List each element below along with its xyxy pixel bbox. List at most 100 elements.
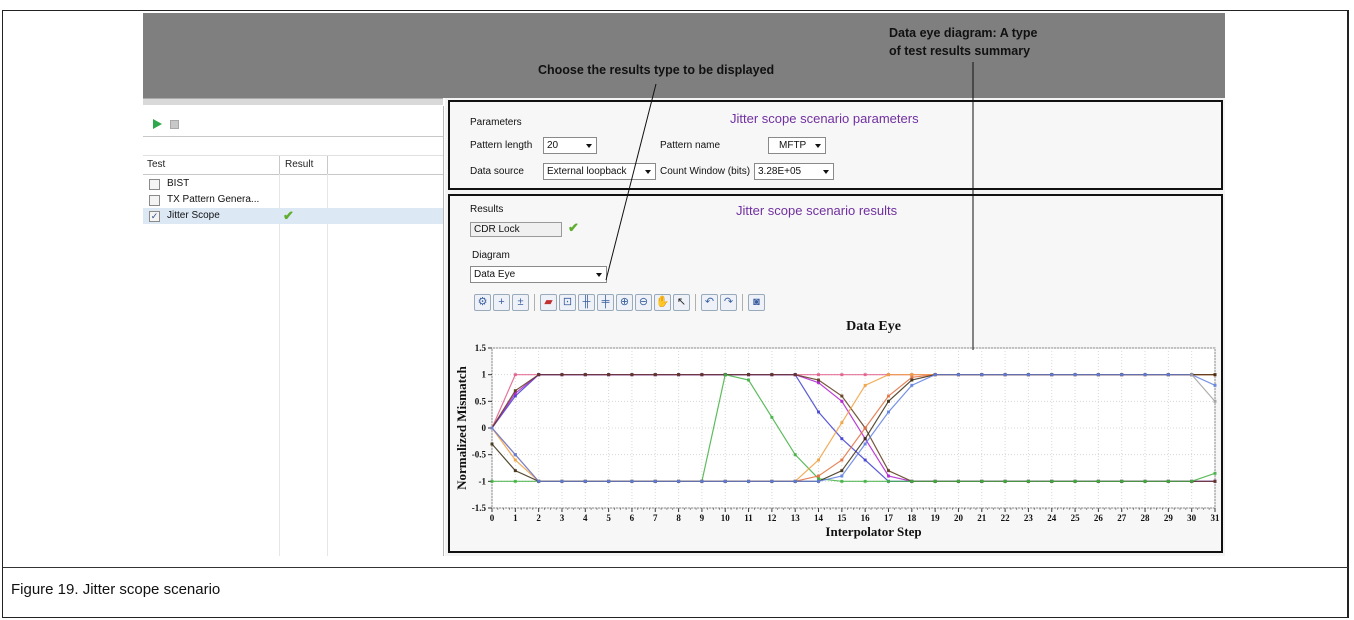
- x-tick-label: 14: [814, 513, 824, 523]
- pointer-icon[interactable]: ↖: [673, 294, 690, 311]
- series-point-5: [1120, 479, 1124, 483]
- zoom-box-icon[interactable]: ⊡: [559, 294, 576, 311]
- series-point-9: [607, 479, 611, 483]
- x-tick-label: 2: [536, 513, 541, 523]
- vertical-marker-icon[interactable]: ╪: [597, 294, 614, 311]
- x-tick-label: 12: [767, 513, 777, 523]
- redo-icon[interactable]: ↷: [720, 294, 737, 311]
- series-point-7: [840, 458, 844, 462]
- x-tick-label: 7: [653, 513, 658, 523]
- series-point-1: [863, 373, 867, 377]
- series-point-3: [513, 391, 517, 395]
- tree-row-jitter-scope[interactable]: ✓ Jitter Scope ✔: [143, 208, 443, 224]
- zoom-in-icon[interactable]: ⊕: [616, 294, 633, 311]
- data-source-select[interactable]: External loopback: [543, 163, 656, 180]
- x-tick-label: 17: [884, 513, 894, 523]
- y-tick-label: 1.5: [475, 343, 487, 353]
- series-point-2: [513, 394, 517, 398]
- x-tick-label: 23: [1024, 513, 1034, 523]
- checkbox-checked[interactable]: ✓: [149, 211, 160, 222]
- undo-icon[interactable]: ↶: [701, 294, 718, 311]
- checkbox[interactable]: [149, 195, 160, 206]
- pass-check-icon: ✔: [283, 208, 294, 223]
- parameters-label: Parameters: [470, 117, 522, 128]
- play-icon[interactable]: [153, 119, 162, 129]
- series-point-9: [933, 373, 937, 377]
- y-tick-label: 1: [482, 370, 487, 380]
- series-point-5: [1190, 479, 1194, 483]
- pattern-name-select[interactable]: MFTP: [768, 137, 826, 154]
- series-point-4: [537, 373, 541, 377]
- series-point-3: [840, 399, 844, 403]
- x-tick-label: 31: [1211, 513, 1221, 523]
- x-tick-label: 30: [1187, 513, 1197, 523]
- pan-hand-icon[interactable]: ✋: [654, 294, 671, 311]
- add-marker-icon[interactable]: +: [493, 294, 510, 311]
- series-point-5: [980, 479, 984, 483]
- series-point-9: [1166, 373, 1170, 377]
- series-point-5: [770, 415, 774, 419]
- series-point-5: [1213, 471, 1217, 475]
- series-point-9: [537, 479, 541, 483]
- series-point-9: [1003, 373, 1007, 377]
- x-tick-label: 24: [1047, 513, 1057, 523]
- series-point-5: [933, 479, 937, 483]
- series-point-4: [793, 373, 797, 377]
- x-tick-label: 5: [606, 513, 611, 523]
- series-point-9: [910, 383, 914, 387]
- chart-title: Data Eye: [846, 319, 901, 334]
- series-point-4: [630, 373, 634, 377]
- edit-range-icon[interactable]: ▰: [540, 294, 557, 311]
- series-point-8: [1213, 373, 1217, 377]
- series-point-9: [630, 479, 634, 483]
- series-point-9: [1073, 373, 1077, 377]
- checkbox[interactable]: [149, 179, 160, 190]
- tree-row-bist[interactable]: BIST: [143, 176, 443, 192]
- remove-marker-icon[interactable]: ±: [512, 294, 529, 311]
- series-point-8: [490, 442, 494, 446]
- x-tick-label: 20: [954, 513, 964, 523]
- cdr-lock-field: CDR Lock: [470, 222, 562, 237]
- camera-icon[interactable]: ◙: [748, 294, 765, 311]
- zoom-out-icon[interactable]: ⊖: [635, 294, 652, 311]
- series-point-2: [817, 410, 821, 414]
- series-point-4: [607, 373, 611, 377]
- diagram-select[interactable]: Data Eye: [470, 266, 607, 283]
- chevron-down-icon: [815, 144, 821, 148]
- x-tick-label: 0: [490, 513, 495, 523]
- x-tick-label: 6: [630, 513, 635, 523]
- y-tick-label: 0.5: [475, 396, 487, 406]
- column-header-result[interactable]: Result: [285, 159, 314, 170]
- series-point-5: [863, 479, 867, 483]
- tree-row-tx-pattern[interactable]: TX Pattern Genera...: [143, 192, 443, 208]
- y-tick-label: -1.5: [472, 503, 487, 513]
- settings-icon[interactable]: ⚙: [474, 294, 491, 311]
- series-point-1: [513, 373, 517, 377]
- count-window-select[interactable]: 3.28E+05: [754, 163, 834, 180]
- results-title: Jitter scope scenario results: [736, 203, 898, 218]
- chart-toolbar: ⚙ + ± ▰ ⊡ ╫ ╪ ⊕ ⊖ ✋ ↖ ↶ ↷ ◙: [474, 294, 834, 312]
- series-point-4: [513, 389, 517, 393]
- series-point-1: [817, 373, 821, 377]
- series-point-9: [677, 479, 681, 483]
- stop-icon[interactable]: [170, 120, 179, 129]
- y-tick-label: -0.5: [472, 450, 487, 460]
- series-point-1: [840, 373, 844, 377]
- horizontal-marker-icon[interactable]: ╫: [578, 294, 595, 311]
- series-point-4: [747, 373, 751, 377]
- series-point-9: [980, 373, 984, 377]
- parameters-title: Jitter scope scenario parameters: [730, 111, 919, 126]
- series-point-5: [817, 477, 821, 481]
- callout-data-eye-line2: of test results summary: [889, 44, 1031, 58]
- pattern-length-select[interactable]: 20: [543, 137, 597, 154]
- series-point-2: [863, 458, 867, 462]
- series-point-9: [653, 479, 657, 483]
- series-point-10: [1213, 399, 1217, 403]
- series-point-6: [840, 421, 844, 425]
- series-point-6: [817, 458, 821, 462]
- column-header-test[interactable]: Test: [147, 159, 166, 170]
- y-tick-label: -1: [479, 476, 487, 486]
- parameters-panel: Parameters Jitter scope scenario paramet…: [448, 100, 1223, 190]
- series-point-9: [840, 474, 844, 478]
